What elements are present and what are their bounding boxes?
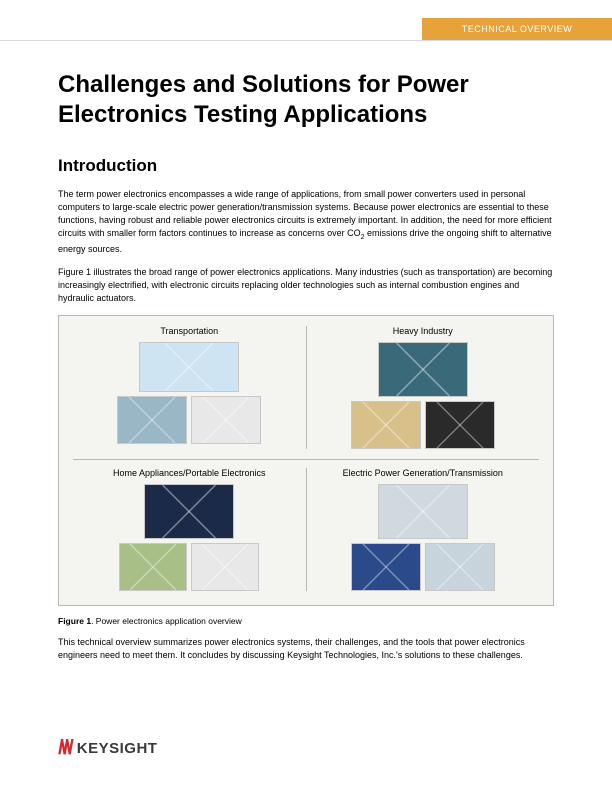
quad-title: Electric Power Generation/Transmission xyxy=(343,468,503,478)
keysight-logo-text: KEYSIGHT xyxy=(77,740,158,757)
quad-row xyxy=(144,484,234,539)
quad-image-grid xyxy=(351,342,495,449)
banner-label: TECHNICAL OVERVIEW xyxy=(462,24,573,34)
quad-title: Transportation xyxy=(160,326,218,336)
thumb-powerlines xyxy=(425,543,495,591)
thumb-car xyxy=(191,396,261,444)
figure-quad: Home Appliances/Portable Electronics xyxy=(73,468,306,591)
quad-row xyxy=(139,342,239,392)
thumb-keyboard xyxy=(144,484,234,539)
quad-row xyxy=(378,484,468,539)
quad-row xyxy=(351,401,495,449)
figure-1-box: Transportation Heavy Industry Home Applia… xyxy=(58,315,554,606)
thumb-solar xyxy=(351,543,421,591)
quad-row xyxy=(378,342,468,397)
top-rule xyxy=(0,40,612,41)
figure-quad: Heavy Industry xyxy=(306,326,540,449)
figure-quad: Electric Power Generation/Transmission xyxy=(306,468,540,591)
quad-row xyxy=(351,543,495,591)
quad-image-grid xyxy=(119,484,259,591)
intro-para-1: The term power electronics encompasses a… xyxy=(58,188,554,256)
intro-para-2: Figure 1 illustrates the broad range of … xyxy=(58,266,554,305)
page-title: Challenges and Solutions for Power Elect… xyxy=(58,70,554,130)
doc-type-banner: TECHNICAL OVERVIEW xyxy=(422,18,612,40)
thumb-airplane xyxy=(139,342,239,392)
quad-title: Heavy Industry xyxy=(393,326,453,336)
figure-caption-rest: . Power electronics application overview xyxy=(91,616,242,626)
thumb-robot xyxy=(425,401,495,449)
thumb-ship xyxy=(117,396,187,444)
quad-image-grid xyxy=(117,342,261,444)
keysight-logo: /\/\/ KEYSIGHT xyxy=(58,737,157,760)
quad-title: Home Appliances/Portable Electronics xyxy=(113,468,266,478)
figure-row-bottom: Home Appliances/Portable Electronics Elec… xyxy=(73,459,539,591)
figure-quad: Transportation xyxy=(73,326,306,449)
keysight-logo-mark: /\/\/ xyxy=(58,737,71,760)
figure-1-caption: Figure 1. Power electronics application … xyxy=(58,616,554,626)
thumb-factory xyxy=(378,342,468,397)
figure-row-top: Transportation Heavy Industry xyxy=(73,326,539,449)
thumb-chips xyxy=(119,543,187,591)
thumb-excavator xyxy=(351,401,421,449)
section-heading-intro: Introduction xyxy=(58,156,554,176)
figure-caption-bold: Figure 1 xyxy=(58,616,91,626)
quad-row xyxy=(119,543,259,591)
intro-para-3: This technical overview summarizes power… xyxy=(58,636,554,662)
thumb-appliance xyxy=(191,543,259,591)
thumb-wind-turbines xyxy=(378,484,468,539)
quad-row xyxy=(117,396,261,444)
quad-image-grid xyxy=(351,484,495,591)
page-content: Challenges and Solutions for Power Elect… xyxy=(58,70,554,672)
